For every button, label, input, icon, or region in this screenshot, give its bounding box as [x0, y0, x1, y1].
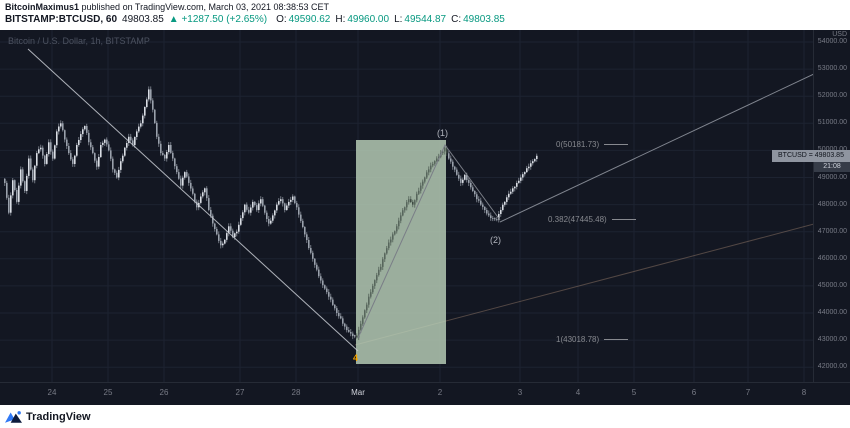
author-name: BitcoinMaximus1	[5, 2, 80, 12]
chart-area: Bitcoin / U.S. Dollar, 1h, BITSTAMP USD …	[0, 30, 850, 405]
time-scale[interactable]: 24 25 26 27 28 Mar 2 3 4 5 6 7 8	[0, 382, 850, 406]
price-scale-label: 44000.00	[817, 309, 847, 316]
price-scale-label: 42000.00	[817, 363, 847, 371]
ohlc-value: 49590.62	[288, 14, 331, 25]
wave-label: 4	[353, 352, 359, 363]
ohlc-value: 49544.87	[404, 14, 447, 25]
time-scale-label: 25	[103, 388, 113, 397]
fib-level-dash	[604, 144, 629, 146]
time-scale-label: 6	[691, 388, 697, 397]
wave-label: (2)	[490, 234, 501, 245]
time-scale-label: 24	[47, 388, 57, 397]
price-scale-label: 47000.00	[817, 227, 847, 235]
price-chart-canvas[interactable]	[0, 30, 814, 382]
price-scale-label: 48000.00	[817, 200, 847, 208]
ohlc-value: 49803.85	[463, 14, 505, 25]
publish-info: BitcoinMaximus1 published on TradingView…	[5, 2, 329, 12]
wave-highlight-box	[356, 140, 446, 364]
last-price: 49803.85	[122, 14, 164, 25]
time-scale-label: 28	[291, 388, 301, 397]
time-scale-label: 4	[575, 388, 581, 397]
tradingview-brand[interactable]: TradingView	[26, 410, 91, 423]
symbol-info-bar: BITSTAMP:BTCUSD, 60 49803.85 ▲ +1287.50 (+…	[5, 14, 505, 25]
descending-trendline	[27, 48, 359, 352]
ohlc-readout: O: 49590.62 H: 49960.00 L: 49544.87 C: 49803.85	[271, 14, 505, 25]
footer: TradingView	[0, 405, 850, 428]
price-scale-label: 45000.00	[817, 281, 847, 289]
fib-level-dash	[611, 218, 636, 220]
time-scale-label: 27	[235, 388, 245, 397]
price-scale-label: 46000.00	[817, 254, 847, 262]
price-scale-label: 53000.00	[817, 65, 847, 73]
candles-layer	[4, 86, 538, 341]
time-scale-label: 2	[437, 388, 443, 397]
publish-text: published on TradingView.com, March 03, …	[79, 2, 330, 12]
price-scale-label: 49000.00	[817, 173, 847, 181]
chart-watermark: Bitcoin / U.S. Dollar, 1h, BITSTAMP	[8, 36, 150, 46]
ascending-trendline	[499, 73, 814, 223]
time-scale-label: 5	[631, 388, 637, 397]
ohlc-label: L:	[394, 14, 403, 25]
time-scale-label: 26	[159, 388, 169, 397]
ohlc-label: O:	[276, 14, 287, 25]
price-change: ▲ +1287.50 (+2.65%)	[168, 14, 268, 25]
price-scale-label: 54000.00	[817, 38, 847, 45]
price-scale-label: 43000.00	[817, 336, 847, 344]
price-label: BTCUSD = 49803.85	[772, 149, 850, 162]
price-scale-label: 51000.00	[817, 119, 847, 127]
countdown-label: 21:08	[814, 161, 850, 172]
fib-level-label: 0.382(47445.48)	[548, 215, 636, 224]
price-scale-unit: USD	[832, 31, 847, 38]
time-scale-label: 3	[517, 388, 523, 397]
ohlc-value: 49960.00	[347, 14, 390, 25]
price-scale[interactable]: USD 54000.0053000.0052000.0051000.005000…	[813, 30, 850, 382]
ohlc-label: H:	[335, 14, 346, 25]
fib-level-label: 0(50181.73)	[556, 140, 629, 149]
fib-level-dash	[604, 338, 629, 340]
time-scale-label: Mar	[351, 388, 365, 397]
wave-label: (1)	[437, 128, 448, 139]
price-scale-label: 52000.00	[817, 92, 847, 100]
time-scale-label: 8	[801, 388, 807, 397]
elliott-zigzag-line	[357, 144, 501, 339]
ohlc-label: C:	[451, 14, 462, 25]
symbol-name: BITSTAMP:BTCUSD, 60	[5, 14, 118, 25]
tradingview-logo-icon	[5, 411, 22, 423]
fib-level-label: 1(43018.78)	[556, 335, 629, 344]
time-scale-label: 7	[745, 388, 751, 397]
